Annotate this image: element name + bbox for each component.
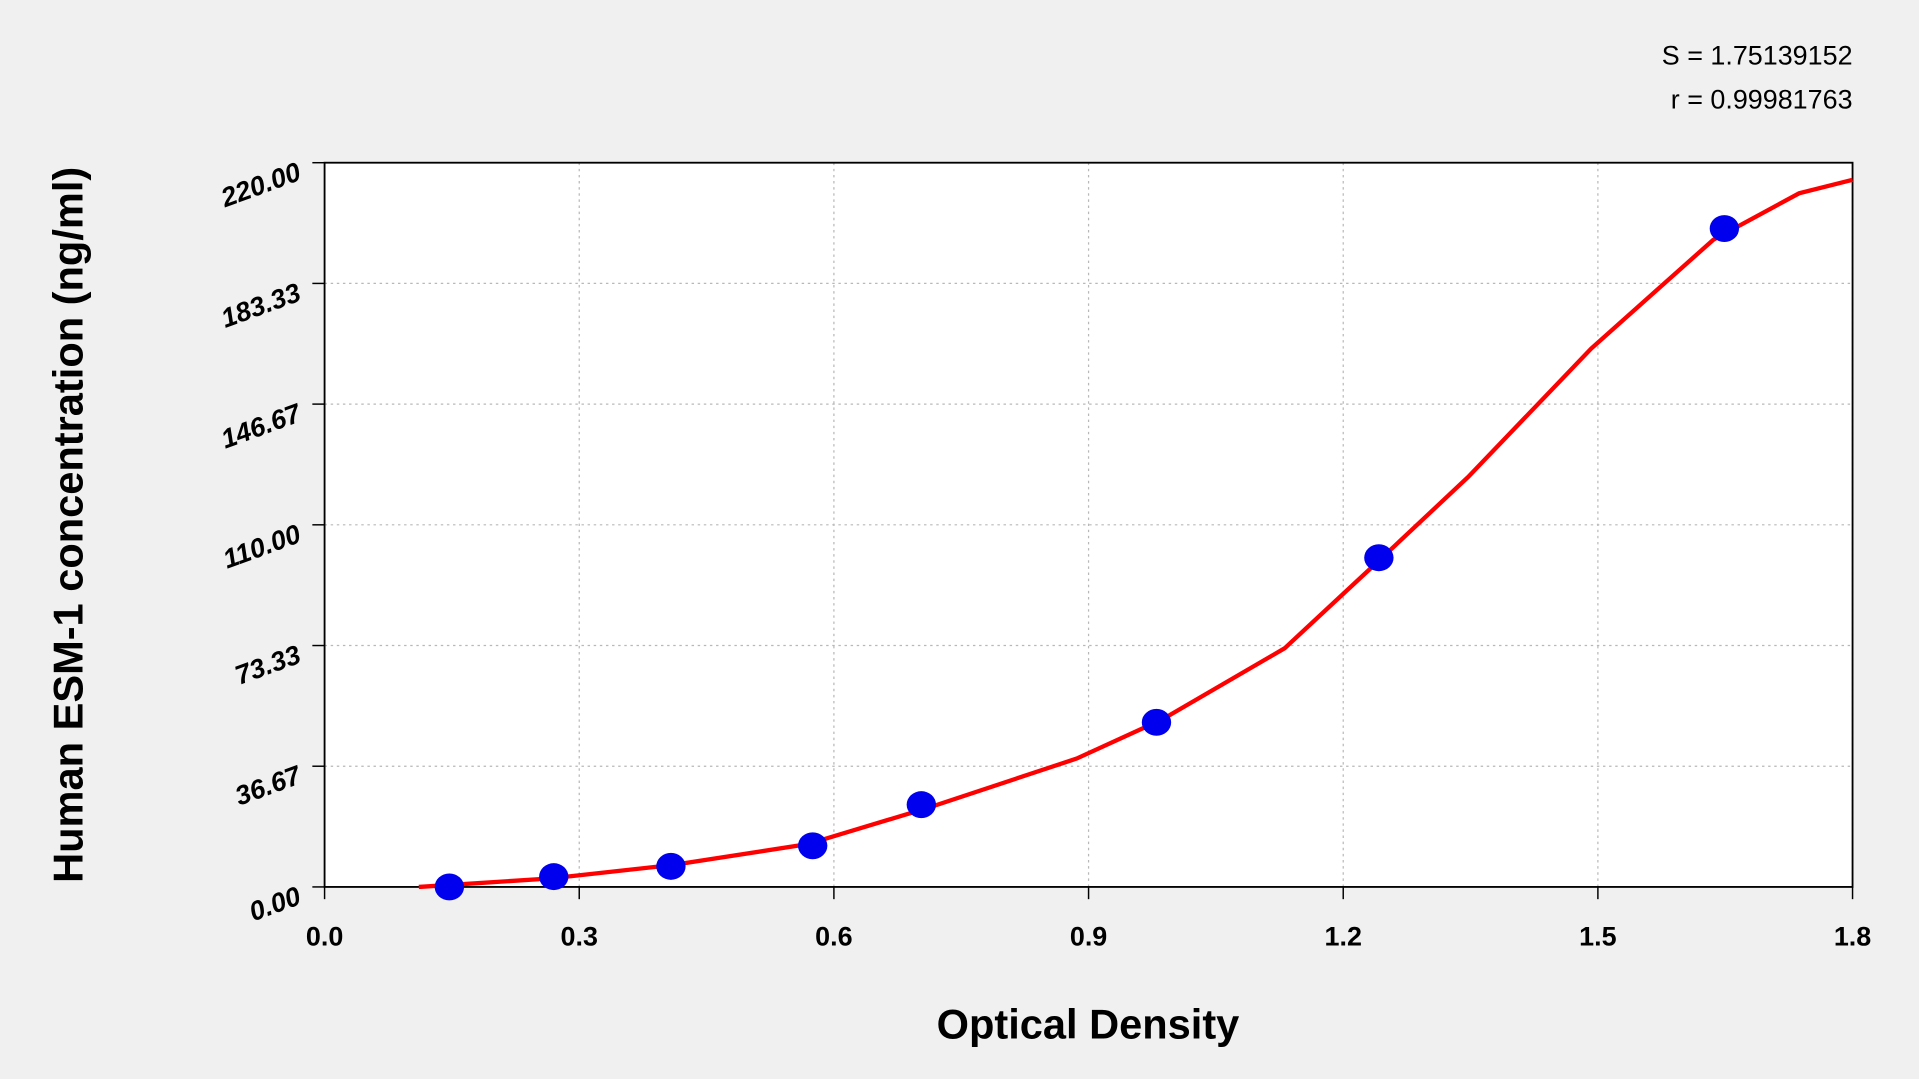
x-tick-label: 0.0 bbox=[306, 921, 343, 951]
x-tick-label: 0.6 bbox=[815, 921, 852, 951]
x-tick-label: 0.3 bbox=[561, 921, 598, 951]
x-tick-label: 0.9 bbox=[1070, 921, 1107, 951]
x-tick-label: 1.5 bbox=[1579, 921, 1616, 951]
plot-frame bbox=[323, 161, 1854, 888]
x-tick-label: 1.2 bbox=[1325, 921, 1362, 951]
data-point bbox=[656, 852, 686, 880]
data-point bbox=[539, 863, 569, 891]
data-point bbox=[1364, 544, 1394, 572]
annotation: S = 1.75139152 bbox=[1662, 41, 1853, 71]
y-axis-title: Human ESM-1 concentration (ng/ml) bbox=[44, 167, 91, 883]
data-point bbox=[1141, 708, 1172, 736]
data-point bbox=[434, 873, 465, 901]
annotation: r = 0.99981763 bbox=[1671, 85, 1853, 115]
x-axis-title: Optical Density bbox=[937, 1001, 1240, 1048]
fit-curve bbox=[418, 177, 1854, 890]
data-point bbox=[798, 832, 828, 860]
data-point bbox=[906, 791, 937, 819]
x-tick-label: 1.8 bbox=[1834, 921, 1871, 951]
data-point bbox=[1709, 215, 1740, 243]
